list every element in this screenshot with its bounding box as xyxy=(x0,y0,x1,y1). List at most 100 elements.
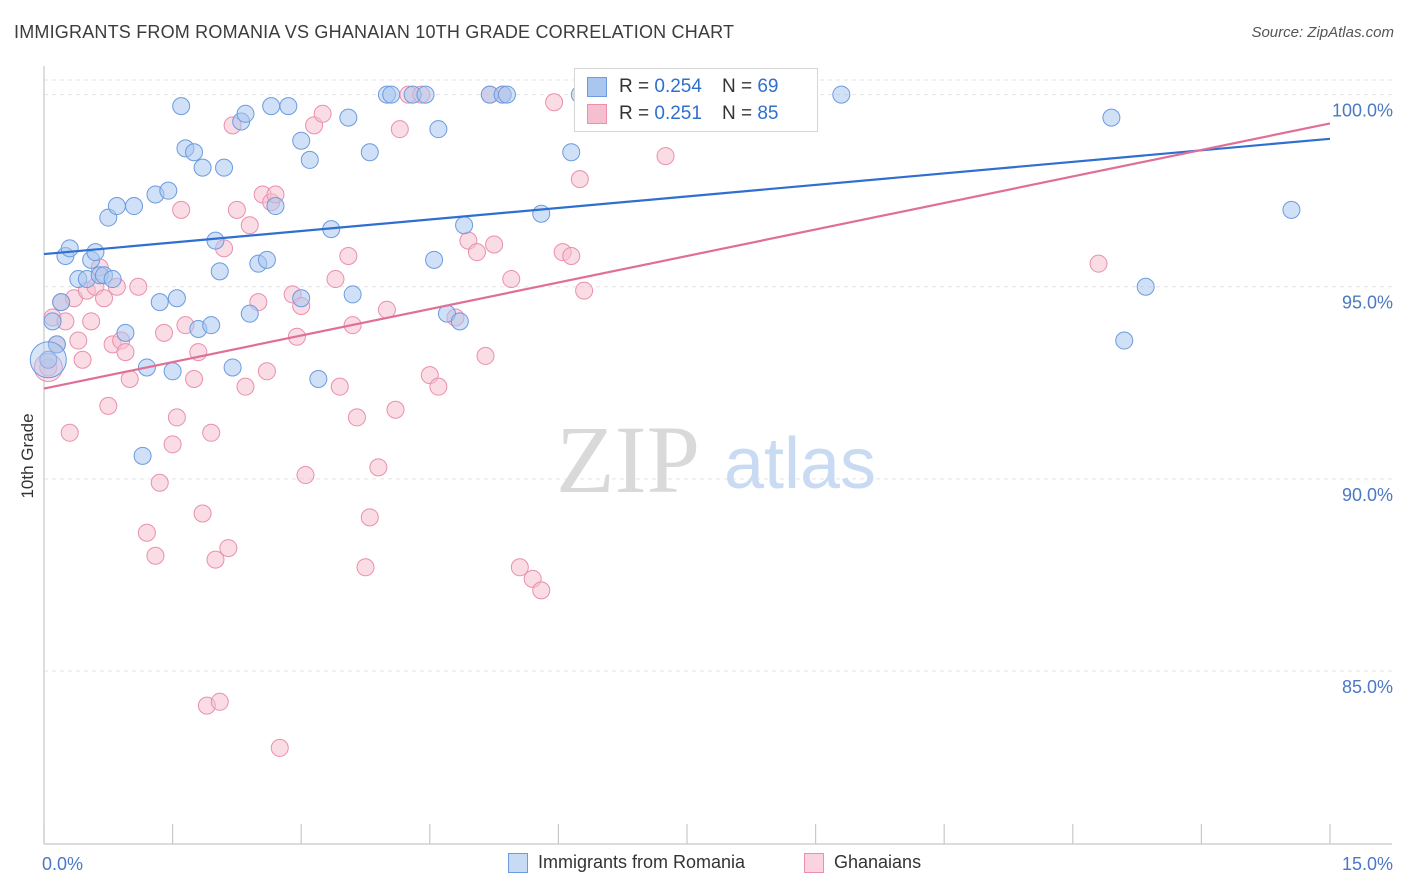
romania-point xyxy=(266,197,285,216)
ghanaians-point xyxy=(82,312,101,331)
romania-point xyxy=(292,131,311,150)
r-value: 0.254 xyxy=(654,76,702,97)
romania-point xyxy=(103,270,122,289)
romania-point xyxy=(1102,108,1121,127)
ghanaians-point xyxy=(163,435,182,454)
ghanaians-point xyxy=(99,396,118,415)
romania-point xyxy=(279,97,298,116)
ghanaians-point xyxy=(502,270,521,289)
romania-point xyxy=(262,97,281,116)
r-value: 0.251 xyxy=(654,103,702,124)
ghanaians-point xyxy=(356,558,375,577)
romania-point xyxy=(382,85,401,104)
ghanaians-point xyxy=(1089,254,1108,273)
n-value: 69 xyxy=(757,76,779,97)
romania-point xyxy=(116,323,135,342)
ghanaians-point xyxy=(360,508,379,527)
ghanaians-point xyxy=(485,235,504,254)
ghanaians-point xyxy=(73,350,92,369)
ghanaians-point xyxy=(510,558,529,577)
watermark-zip: ZIP xyxy=(556,406,700,513)
ghanaians-point xyxy=(257,362,276,381)
ghanaians-point xyxy=(347,408,366,427)
ghanaians-point xyxy=(467,243,486,262)
ghanaians-point xyxy=(240,216,259,235)
r-label: R = xyxy=(619,76,650,97)
ghanaians-point xyxy=(69,331,88,350)
romania-point xyxy=(240,304,259,323)
romania-point xyxy=(86,243,105,262)
romania-point xyxy=(257,250,276,269)
ghanaians-point xyxy=(137,523,156,542)
romania-point xyxy=(210,262,229,281)
trend-lines xyxy=(43,122,1331,390)
romania-point xyxy=(167,289,186,308)
ghanaians-point xyxy=(210,692,229,711)
stats-legend: R = 0.254 N = 69 R = 0.251 N = 85 xyxy=(574,68,818,132)
ghanaians-point xyxy=(296,466,315,485)
legend-item-ghanaians[interactable]: Ghanaians xyxy=(804,852,921,873)
ghanaians-point xyxy=(193,504,212,523)
romania-point xyxy=(1136,277,1155,296)
ghanaians-point xyxy=(95,289,114,308)
romania-point xyxy=(185,143,204,162)
x-tick-label: 0.0% xyxy=(42,854,83,874)
romania-point-cluster xyxy=(29,341,67,379)
ghanaians-point xyxy=(227,200,246,219)
ghanaians-legend-swatch xyxy=(804,852,824,873)
romania-point xyxy=(202,316,221,335)
romania-point xyxy=(43,312,62,331)
ghanaians-point xyxy=(146,546,165,565)
romania-point xyxy=(39,350,58,369)
y-tick-label: 85.0% xyxy=(1342,677,1393,697)
ghanaians-trend-line xyxy=(43,122,1331,390)
grid-lines xyxy=(44,79,1392,672)
ghanaians-swatch xyxy=(587,104,607,124)
romania-point xyxy=(339,108,358,127)
ghanaians-point xyxy=(369,458,388,477)
ghanaians-point xyxy=(330,377,349,396)
romania-point xyxy=(497,85,516,104)
romania-point xyxy=(360,143,379,162)
ghanaians-point xyxy=(116,343,135,362)
y-tick-label: 90.0% xyxy=(1342,485,1393,505)
ghanaians-point xyxy=(545,93,564,112)
romania-point xyxy=(455,216,474,235)
romania-point xyxy=(60,239,79,258)
chart-title: IMMIGRANTS FROM ROMANIA VS GHANAIAN 10TH… xyxy=(14,22,735,42)
ghanaians-point xyxy=(129,277,148,296)
romania-point xyxy=(125,197,144,216)
n-label: N = xyxy=(721,76,753,97)
series-romania xyxy=(29,85,1301,465)
ghanaians-point xyxy=(167,408,186,427)
romania-point xyxy=(206,231,225,250)
ghanaians-point xyxy=(219,539,238,558)
ghanaians-point xyxy=(206,550,225,569)
ghanaians-point xyxy=(390,120,409,139)
romania-point xyxy=(1282,200,1301,219)
ghanaians-point xyxy=(326,270,345,289)
romania-point xyxy=(159,181,178,200)
ghanaians-point xyxy=(155,323,174,342)
romania-point xyxy=(193,158,212,177)
romania-legend-swatch xyxy=(508,852,528,873)
romania-point xyxy=(223,358,242,377)
y-tick-label: 95.0% xyxy=(1342,293,1393,313)
n-label: N = xyxy=(721,103,753,124)
romania-point xyxy=(292,289,311,308)
romania-point xyxy=(215,158,234,177)
romania-point xyxy=(52,293,71,312)
romania-point xyxy=(300,150,319,169)
romania-point xyxy=(172,97,191,116)
romania-point xyxy=(150,293,169,312)
ghanaians-point xyxy=(532,581,551,600)
stats-row-ghanaians: R = 0.251 N = 85 xyxy=(587,101,778,127)
romania-point xyxy=(133,446,152,465)
romania-point xyxy=(163,362,182,381)
romania-point xyxy=(832,85,851,104)
ghanaians-point xyxy=(570,170,589,189)
legend-item-romania[interactable]: Immigrants from Romania xyxy=(508,852,745,873)
ghanaians-point xyxy=(476,346,495,365)
ghanaians-point xyxy=(339,247,358,265)
